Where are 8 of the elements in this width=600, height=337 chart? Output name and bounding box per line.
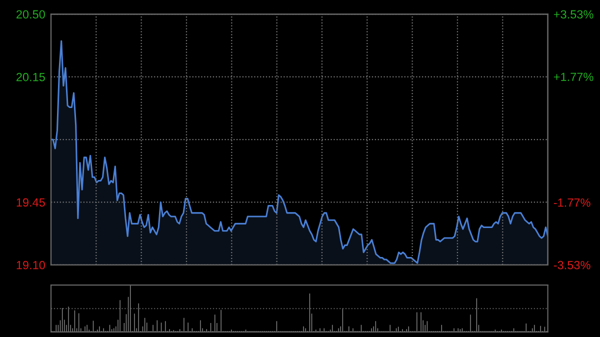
y-tick-label: 19.45 [16,198,45,207]
y2-tick-label: -1.77% [554,198,590,207]
y-tick-label: 19.10 [16,260,45,270]
y2-tick-label: +1.77% [554,72,594,82]
y-tick-label: 20.15 [16,72,45,82]
y2-tick-label: +3.53% [554,10,594,19]
y2-tick-label: -3.53% [554,260,590,270]
y-tick-label: 20.50 [16,10,45,19]
